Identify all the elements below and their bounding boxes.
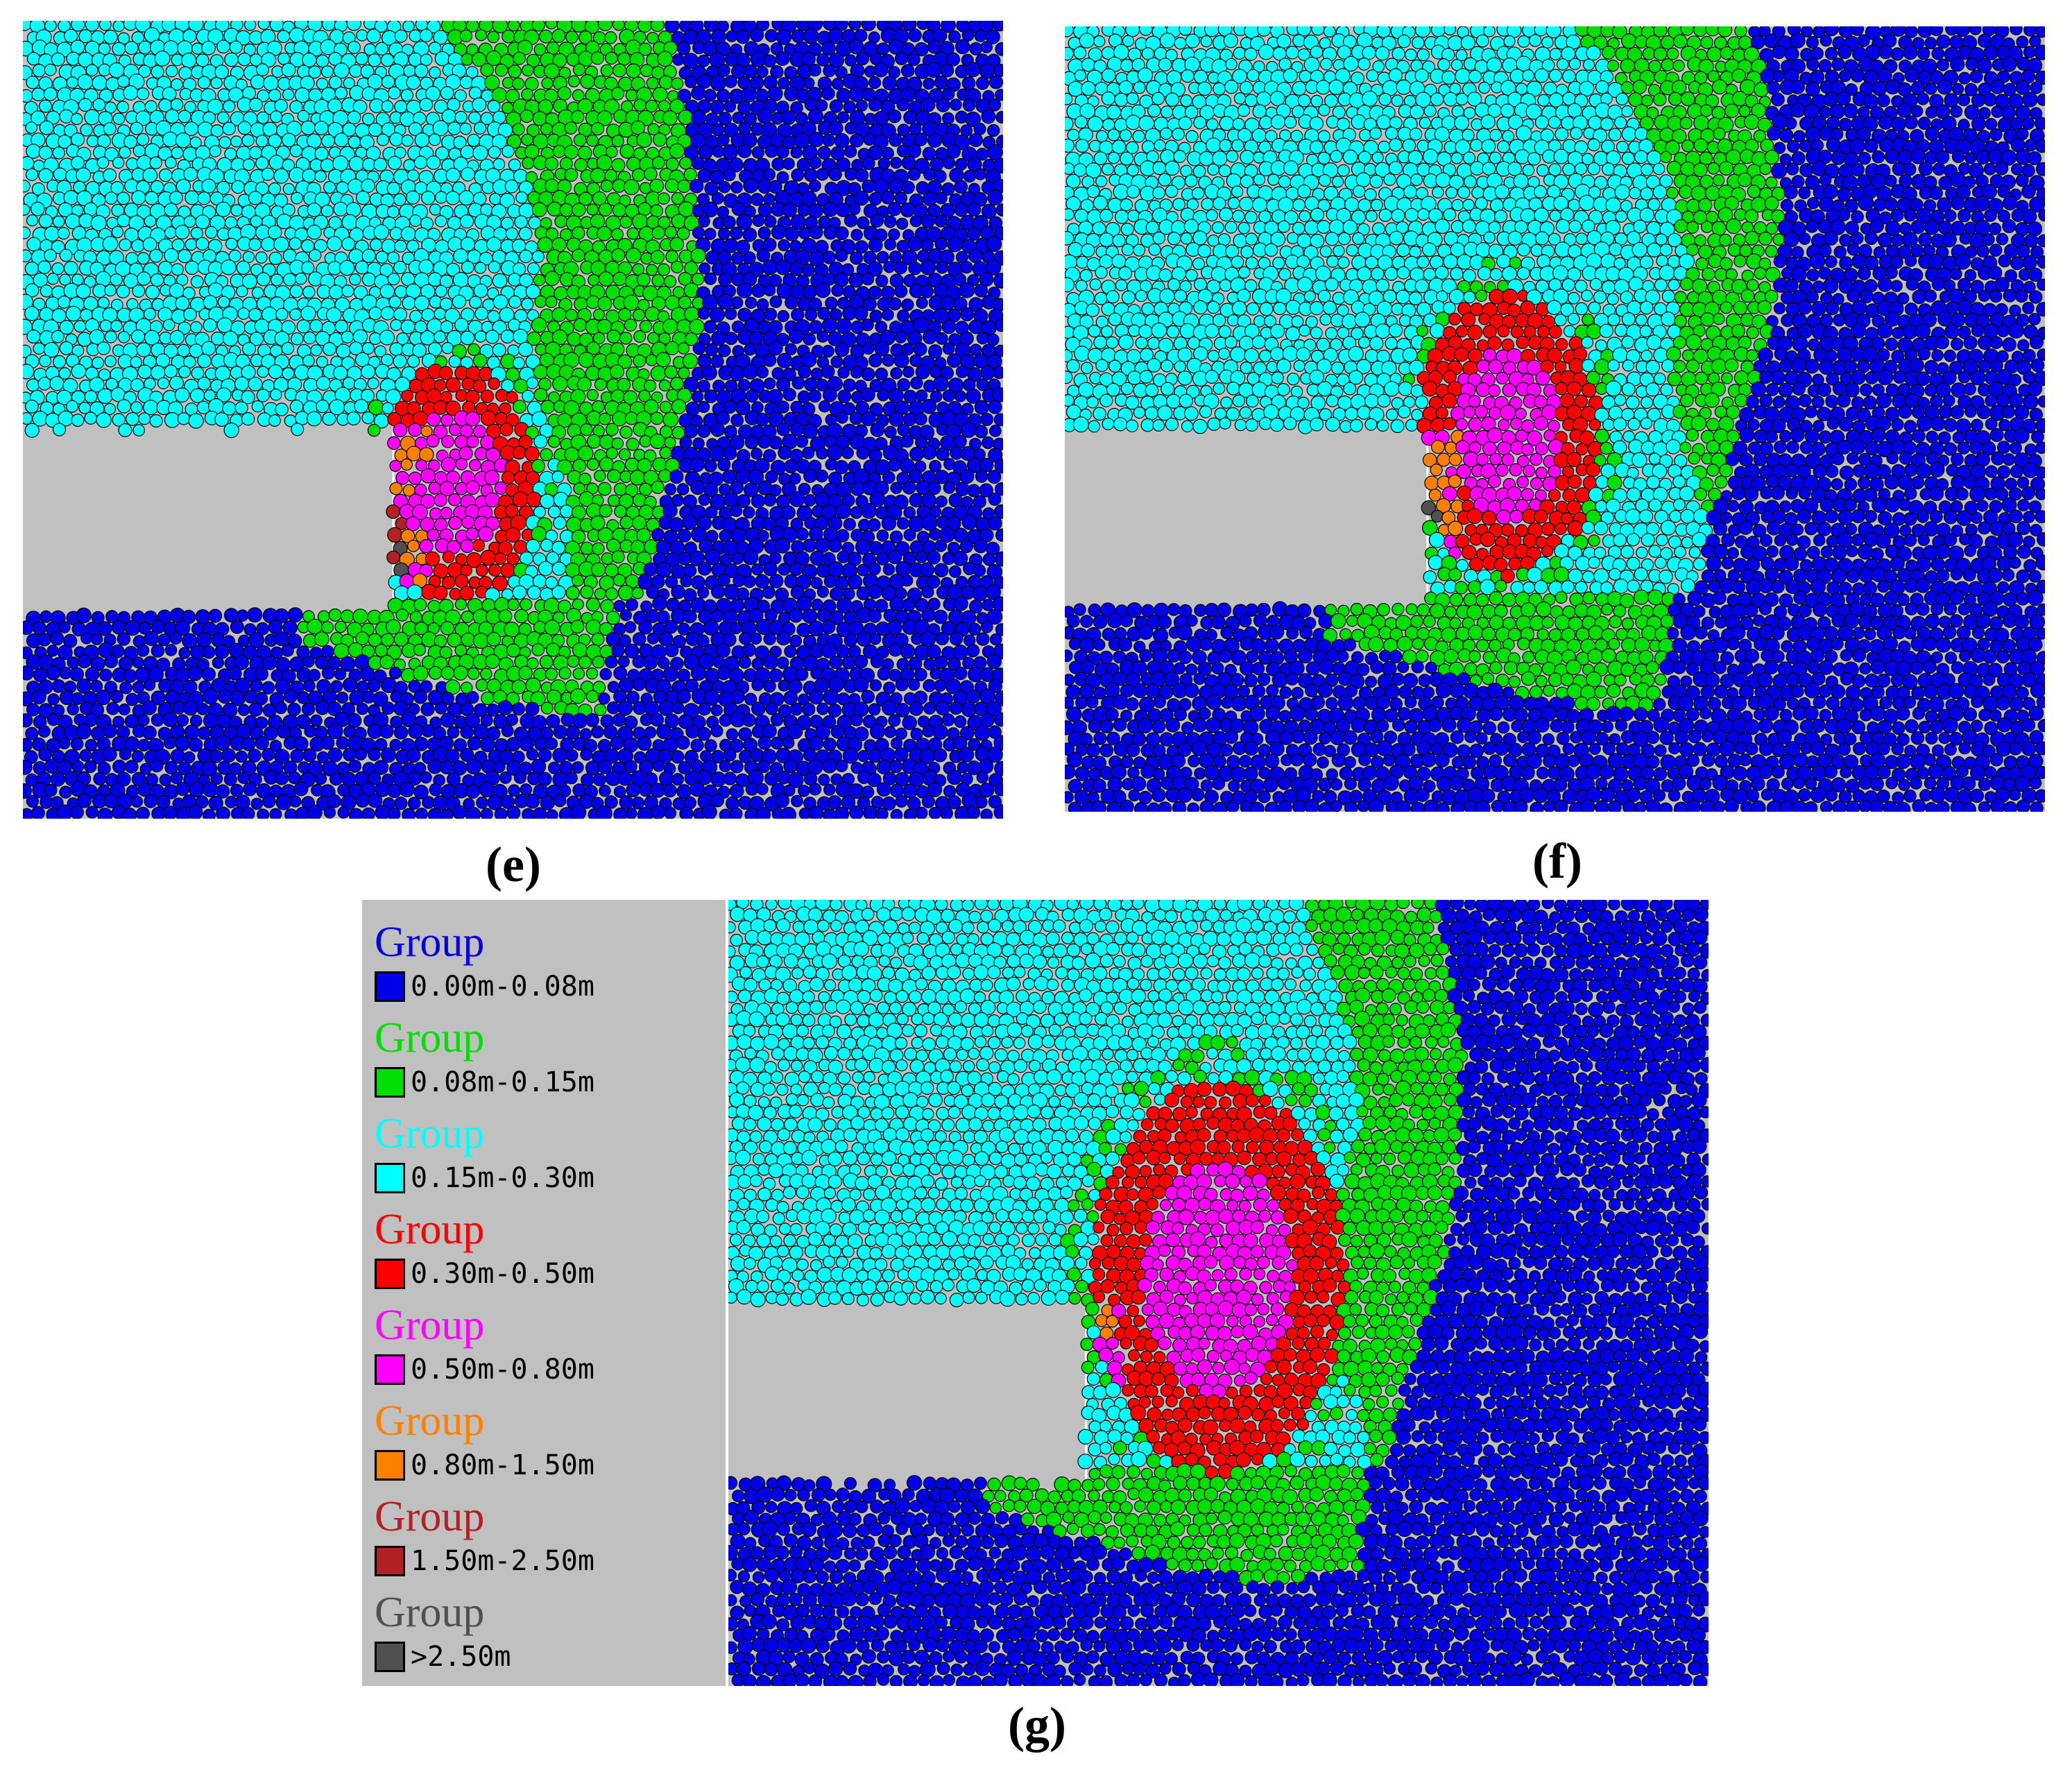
legend-item: Group 0.08m-0.15m (375, 1016, 721, 1102)
legend-item: Group 0.50m-0.80m (375, 1304, 721, 1390)
panel-f (1065, 26, 2045, 812)
legend-item: Group 0.80m-1.50m (375, 1399, 721, 1485)
legend-item: Group 0.00m-0.08m (375, 921, 721, 1007)
legend-item-title: Group (375, 1493, 485, 1540)
legend: Group 0.00m-0.08m Group 0.08m-0.15m Group 0.1… (362, 900, 727, 1686)
legend-item-title: Group (375, 1397, 485, 1445)
particle-field-e (23, 21, 1003, 819)
caption-f: (f) (1532, 833, 1582, 889)
legend-swatch (375, 1642, 405, 1672)
legend-item-range: 0.30m-0.50m (411, 1258, 594, 1290)
legend-item-title: Group (375, 919, 485, 966)
legend-item-row: 0.50m-0.80m (375, 1349, 721, 1390)
legend-item-title: Group (375, 1014, 485, 1062)
legend-item-row: 0.30m-0.50m (375, 1254, 721, 1294)
panel-e (23, 21, 1003, 819)
legend-item-row: 0.00m-0.08m (375, 966, 721, 1007)
caption-g: (g) (1008, 1697, 1066, 1753)
caption-e: (e) (486, 837, 541, 892)
legend-item-row: 1.50m-2.50m (375, 1541, 721, 1581)
legend-item: Group 0.30m-0.50m (375, 1208, 721, 1294)
legend-swatch (375, 1067, 405, 1098)
legend-item-range: 0.50m-0.80m (411, 1354, 594, 1386)
legend-item: Group 1.50m-2.50m (375, 1495, 721, 1581)
legend-item: Group >2.50m (375, 1591, 721, 1677)
legend-swatch (375, 1450, 405, 1481)
particle-field-g (728, 900, 1709, 1686)
legend-swatch (375, 971, 405, 1002)
legend-swatch (375, 1163, 405, 1193)
legend-item-title: Group (375, 1206, 485, 1253)
legend-item-row: >2.50m (375, 1637, 721, 1677)
legend-item-title: Group (375, 1110, 485, 1157)
legend-item-range: 1.50m-2.50m (411, 1545, 594, 1577)
legend-item-range: 0.08m-0.15m (411, 1066, 594, 1098)
legend-divider (726, 900, 728, 1686)
legend-item-row: 0.80m-1.50m (375, 1445, 721, 1485)
legend-item-row: 0.15m-0.30m (375, 1158, 721, 1198)
legend-item-title: Group (375, 1589, 485, 1636)
legend-item-range: 0.80m-1.50m (411, 1449, 594, 1481)
legend-item-row: 0.08m-0.15m (375, 1062, 721, 1102)
legend-item-range: >2.50m (411, 1641, 511, 1673)
legend-swatch (375, 1354, 405, 1385)
legend-item-range: 0.00m-0.08m (411, 971, 594, 1003)
legend-swatch (375, 1259, 405, 1289)
legend-item: Group 0.15m-0.30m (375, 1112, 721, 1198)
legend-swatch (375, 1546, 405, 1576)
legend-item-range: 0.15m-0.30m (411, 1162, 594, 1194)
legend-item-title: Group (375, 1302, 485, 1349)
particle-field-f (1065, 26, 2045, 812)
panel-g (728, 900, 1709, 1686)
